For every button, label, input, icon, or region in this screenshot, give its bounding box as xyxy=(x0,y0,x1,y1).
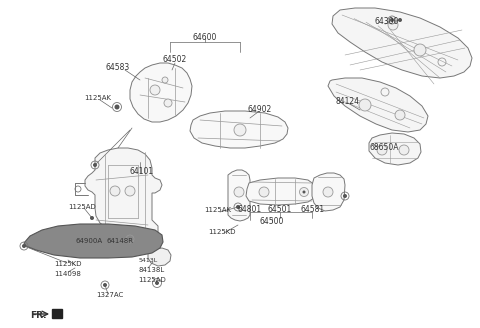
Polygon shape xyxy=(228,170,250,221)
Bar xyxy=(52,309,62,318)
Circle shape xyxy=(110,186,120,196)
Circle shape xyxy=(236,205,240,209)
Circle shape xyxy=(93,163,97,167)
Text: 64600: 64600 xyxy=(193,33,217,43)
Text: 1125AK: 1125AK xyxy=(84,95,111,101)
Circle shape xyxy=(343,194,347,198)
Text: 84138L: 84138L xyxy=(139,267,165,273)
Text: 1327AC: 1327AC xyxy=(96,292,124,298)
Text: 64300: 64300 xyxy=(375,17,399,27)
Text: 64583: 64583 xyxy=(106,63,130,72)
Text: 1125AD: 1125AD xyxy=(138,277,166,283)
Text: 64900A: 64900A xyxy=(75,238,103,244)
Text: FR.: FR. xyxy=(30,312,47,320)
Circle shape xyxy=(323,187,333,197)
Circle shape xyxy=(359,99,371,111)
Text: 5413L: 5413L xyxy=(138,257,157,262)
Text: 68650A: 68650A xyxy=(369,142,399,152)
Text: 84124: 84124 xyxy=(336,97,360,107)
Circle shape xyxy=(377,145,387,155)
Polygon shape xyxy=(312,173,345,211)
Text: 64501: 64501 xyxy=(268,206,292,215)
Circle shape xyxy=(300,188,309,196)
Text: 1125AD: 1125AD xyxy=(68,204,96,210)
Polygon shape xyxy=(148,248,171,266)
Polygon shape xyxy=(24,224,163,258)
Circle shape xyxy=(164,99,172,107)
Circle shape xyxy=(399,145,409,155)
Circle shape xyxy=(259,187,269,197)
Circle shape xyxy=(103,283,107,287)
Circle shape xyxy=(155,281,159,285)
Circle shape xyxy=(162,77,168,83)
Text: 1125AK: 1125AK xyxy=(204,207,231,213)
Circle shape xyxy=(150,85,160,95)
Circle shape xyxy=(388,20,398,30)
Text: 64502: 64502 xyxy=(163,55,187,65)
Circle shape xyxy=(398,18,402,22)
Polygon shape xyxy=(328,78,428,132)
Polygon shape xyxy=(369,133,421,165)
Circle shape xyxy=(414,44,426,56)
Circle shape xyxy=(390,18,394,22)
Circle shape xyxy=(90,216,94,220)
Text: 64500: 64500 xyxy=(260,217,284,227)
Circle shape xyxy=(395,110,405,120)
Text: 64148R: 64148R xyxy=(107,238,133,244)
Circle shape xyxy=(22,244,26,248)
Circle shape xyxy=(234,187,244,197)
Polygon shape xyxy=(246,178,316,205)
Text: 114098: 114098 xyxy=(55,271,82,277)
Circle shape xyxy=(302,191,305,194)
Polygon shape xyxy=(117,229,146,248)
Text: 64101: 64101 xyxy=(130,168,154,176)
Text: 64581: 64581 xyxy=(301,206,325,215)
Text: 1125KD: 1125KD xyxy=(208,229,236,235)
Circle shape xyxy=(234,124,246,136)
Polygon shape xyxy=(85,148,162,238)
Circle shape xyxy=(125,186,135,196)
Text: 64902: 64902 xyxy=(248,106,272,114)
Polygon shape xyxy=(130,63,192,122)
Circle shape xyxy=(115,105,120,110)
Text: 1125KD: 1125KD xyxy=(54,261,82,267)
Text: 64801: 64801 xyxy=(238,206,262,215)
Polygon shape xyxy=(332,8,472,78)
Polygon shape xyxy=(190,111,288,148)
